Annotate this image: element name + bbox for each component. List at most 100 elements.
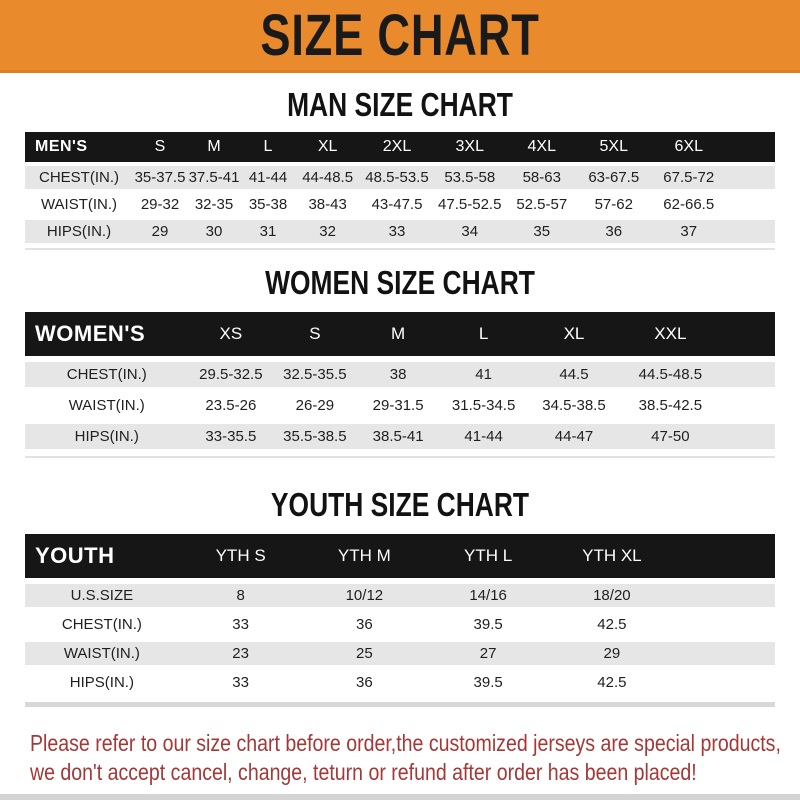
- women-col-header: XS: [188, 312, 274, 356]
- size-value: 32.5-35.5: [273, 362, 357, 387]
- size-value: 33: [178, 671, 303, 694]
- size-chart-banner: SIZE CHART: [0, 0, 800, 73]
- size-value: 37.5-41: [187, 166, 241, 189]
- men-col-header: XL: [295, 132, 361, 162]
- size-value: 31.5-34.5: [439, 393, 528, 418]
- spacer-cell: [673, 671, 775, 694]
- table-row: WAIST(IN.) 29-32 32-35 35-38 38-43 43-47…: [25, 193, 775, 216]
- size-value: 29: [550, 642, 674, 665]
- size-value: 29-32: [133, 193, 187, 216]
- youth-col-header: YTH XL: [550, 534, 674, 578]
- table-row: HIPS(IN.) 33-35.5 35.5-38.5 38.5-41 41-4…: [25, 424, 775, 449]
- size-value: 42.5: [550, 671, 674, 694]
- size-value: 37: [649, 220, 728, 243]
- men-section-title: MAN SIZE CHART: [287, 86, 513, 123]
- spacer-cell: [720, 424, 775, 449]
- youth-header-row: YOUTH YTH S YTH M YTH L YTH XL: [25, 534, 775, 578]
- footer-note: Please refer to our size chart before or…: [30, 729, 800, 787]
- size-value: 8: [178, 584, 303, 607]
- footer-line1: Please refer to our size chart before or…: [30, 730, 781, 756]
- size-value: 32-35: [187, 193, 241, 216]
- size-value: 35.5-38.5: [273, 424, 357, 449]
- youth-table-divider: [25, 702, 775, 707]
- men-col-header: 6XL: [649, 132, 728, 162]
- men-col-header: 2XL: [360, 132, 434, 162]
- women-col-header: XXL: [620, 312, 721, 356]
- size-value: 38.5-42.5: [620, 393, 721, 418]
- size-value: 33-35.5: [188, 424, 274, 449]
- table-row: CHEST(IN.) 33 36 39.5 42.5: [25, 613, 775, 636]
- youth-col-header: YTH M: [302, 534, 427, 578]
- size-value: 35-37.5: [133, 166, 187, 189]
- row-label: CHEST(IN.): [25, 362, 189, 387]
- men-header-row: MEN'S S M L XL 2XL 3XL 4XL 5XL 6XL: [25, 132, 775, 162]
- size-value: 39.5: [426, 613, 550, 636]
- size-value: 47.5-52.5: [433, 193, 506, 216]
- size-value: 25: [302, 642, 427, 665]
- spacer-cell: [727, 193, 775, 216]
- men-col-header: 4XL: [505, 132, 578, 162]
- size-value: 30: [187, 220, 241, 243]
- banner-title: SIZE CHART: [260, 2, 540, 68]
- women-section: WOMEN SIZE CHART WOMEN'S XS S M L XL XXL…: [0, 266, 800, 458]
- youth-table-label: YOUTH: [25, 534, 179, 578]
- spacer-cell: [727, 166, 775, 189]
- size-value: 41-44: [439, 424, 528, 449]
- men-size-table: MEN'S S M L XL 2XL 3XL 4XL 5XL 6XL CHEST…: [25, 128, 775, 247]
- youth-size-table: YOUTH YTH S YTH M YTH L YTH XL U.S.SIZE …: [25, 528, 775, 700]
- size-value: 29-31.5: [356, 393, 440, 418]
- row-label: WAIST(IN.): [25, 393, 189, 418]
- spacer-cell: [727, 132, 775, 162]
- men-col-header: L: [241, 132, 295, 162]
- spacer-cell: [727, 220, 775, 243]
- size-value: 63-67.5: [577, 166, 650, 189]
- women-table-label: WOMEN'S: [25, 312, 189, 356]
- size-value: 44.5: [527, 362, 621, 387]
- men-table-divider: [25, 248, 775, 250]
- table-row: WAIST(IN.) 23 25 27 29: [25, 642, 775, 665]
- size-value: 41-44: [241, 166, 295, 189]
- youth-col-header: YTH S: [178, 534, 303, 578]
- men-col-header: S: [133, 132, 187, 162]
- size-value: 29: [133, 220, 187, 243]
- size-value: 42.5: [550, 613, 674, 636]
- size-value: 26-29: [273, 393, 357, 418]
- spacer-cell: [720, 312, 775, 356]
- size-value: 34.5-38.5: [527, 393, 621, 418]
- women-col-header: S: [273, 312, 357, 356]
- men-table-label: MEN'S: [25, 132, 133, 162]
- women-col-header: L: [439, 312, 528, 356]
- size-value: 36: [302, 613, 427, 636]
- spacer-cell: [720, 362, 775, 387]
- size-value: 31: [241, 220, 295, 243]
- size-value: 38: [356, 362, 440, 387]
- spacer-cell: [673, 613, 775, 636]
- size-value: 44.5-48.5: [620, 362, 721, 387]
- spacer-cell: [673, 584, 775, 607]
- row-label: WAIST(IN.): [25, 193, 133, 216]
- row-label: HIPS(IN.): [25, 671, 179, 694]
- women-col-header: XL: [527, 312, 621, 356]
- row-label: CHEST(IN.): [25, 613, 179, 636]
- row-label: CHEST(IN.): [25, 166, 133, 189]
- size-value: 58-63: [505, 166, 578, 189]
- bottom-bar: [0, 794, 800, 800]
- women-col-header: M: [356, 312, 440, 356]
- size-value: 34: [433, 220, 506, 243]
- spacer-cell: [673, 534, 775, 578]
- women-header-row: WOMEN'S XS S M L XL XXL: [25, 312, 775, 356]
- size-value: 36: [577, 220, 650, 243]
- spacer-cell: [673, 642, 775, 665]
- size-value: 29.5-32.5: [188, 362, 274, 387]
- size-value: 36: [302, 671, 427, 694]
- size-value: 33: [178, 613, 303, 636]
- size-value: 32: [295, 220, 361, 243]
- spacer-cell: [720, 393, 775, 418]
- footer-line2: we don't accept cancel, change, teturn o…: [30, 759, 697, 785]
- table-row: CHEST(IN.) 35-37.5 37.5-41 41-44 44-48.5…: [25, 166, 775, 189]
- row-label: HIPS(IN.): [25, 424, 189, 449]
- size-value: 38-43: [295, 193, 361, 216]
- women-section-title: WOMEN SIZE CHART: [265, 264, 535, 301]
- size-value: 23.5-26: [188, 393, 274, 418]
- table-row: CHEST(IN.) 29.5-32.5 32.5-35.5 38 41 44.…: [25, 362, 775, 387]
